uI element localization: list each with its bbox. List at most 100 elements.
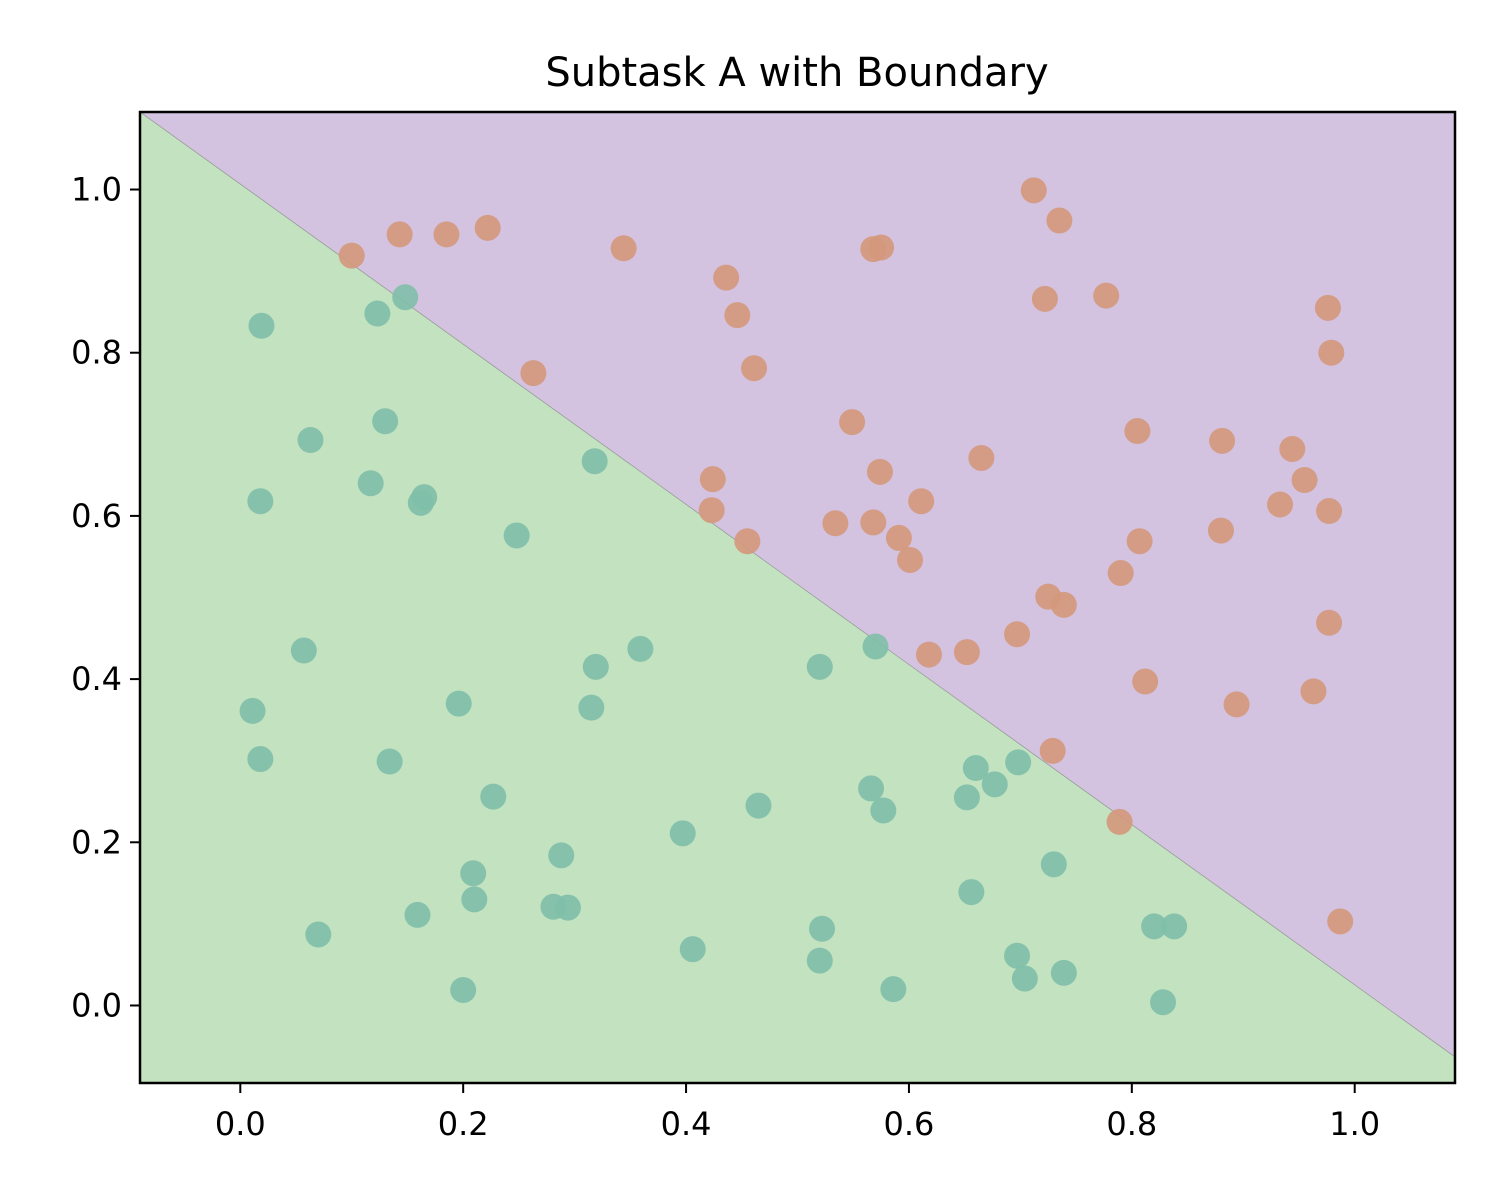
data-point bbox=[862, 633, 889, 660]
decision-boundary-line bbox=[140, 112, 1455, 1058]
data-point bbox=[376, 748, 403, 775]
data-point bbox=[809, 915, 836, 942]
x-tick-label: 0.4 bbox=[661, 1105, 712, 1143]
data-point bbox=[1020, 177, 1047, 204]
data-point bbox=[1046, 207, 1073, 234]
data-point bbox=[724, 302, 751, 329]
y-tick-label: 1.0 bbox=[71, 171, 122, 209]
data-point bbox=[968, 444, 995, 471]
x-tick-label: 0.0 bbox=[215, 1105, 266, 1143]
data-point bbox=[1031, 285, 1058, 312]
data-point bbox=[1107, 560, 1134, 587]
data-point bbox=[741, 355, 768, 382]
data-point bbox=[858, 775, 885, 802]
data-point bbox=[1161, 913, 1188, 940]
series-0 bbox=[239, 284, 1188, 1016]
data-point bbox=[1004, 942, 1031, 969]
data-point bbox=[1040, 851, 1067, 878]
data-point bbox=[866, 458, 893, 485]
data-point bbox=[897, 546, 924, 573]
data-point bbox=[503, 522, 530, 549]
y-tick-label: 0.2 bbox=[71, 823, 122, 861]
data-point bbox=[916, 641, 942, 668]
data-point bbox=[1327, 908, 1354, 935]
data-point bbox=[480, 783, 507, 810]
data-point bbox=[1093, 282, 1120, 309]
y-axis: 0.0 0.2 0.4 0.6 0.8 1.0 bbox=[71, 171, 140, 1024]
data-point bbox=[338, 242, 365, 269]
data-point bbox=[1267, 491, 1294, 518]
data-point bbox=[578, 694, 605, 721]
data-point bbox=[1314, 294, 1341, 321]
data-point bbox=[1209, 427, 1236, 454]
data-point bbox=[1300, 678, 1327, 705]
data-point bbox=[962, 755, 989, 782]
data-point bbox=[885, 524, 912, 551]
data-point bbox=[460, 860, 487, 887]
data-point bbox=[582, 653, 609, 680]
data-point bbox=[581, 448, 608, 475]
data-point bbox=[392, 284, 419, 311]
chart-title: Subtask A with Boundary bbox=[545, 50, 1048, 96]
data-point bbox=[239, 697, 266, 724]
data-point bbox=[958, 879, 985, 906]
data-point bbox=[520, 360, 547, 387]
region-below-boundary bbox=[140, 112, 1455, 1083]
data-point bbox=[868, 234, 895, 261]
data-point bbox=[860, 509, 887, 536]
data-point bbox=[822, 510, 849, 537]
data-point bbox=[411, 484, 438, 511]
y-tick-label: 0.4 bbox=[71, 660, 122, 698]
data-point bbox=[305, 921, 332, 948]
data-point bbox=[698, 497, 725, 524]
data-point bbox=[745, 792, 772, 819]
data-point bbox=[953, 639, 980, 666]
data-point bbox=[627, 635, 654, 662]
data-point bbox=[1316, 609, 1343, 636]
x-axis: 0.0 0.2 0.4 0.6 0.8 1.0 bbox=[215, 1083, 1380, 1143]
data-point bbox=[806, 653, 833, 680]
data-point bbox=[1132, 668, 1159, 695]
data-point bbox=[1039, 737, 1066, 764]
data-points bbox=[239, 177, 1354, 1016]
data-point bbox=[713, 264, 740, 291]
data-point bbox=[870, 797, 897, 824]
data-point bbox=[1005, 749, 1032, 776]
data-point bbox=[474, 214, 501, 241]
data-point bbox=[1004, 621, 1031, 648]
data-point bbox=[679, 936, 706, 963]
data-point bbox=[880, 976, 907, 1003]
data-point bbox=[1150, 989, 1177, 1016]
data-point bbox=[364, 300, 391, 327]
data-point bbox=[548, 842, 575, 869]
data-point bbox=[908, 488, 935, 515]
data-point bbox=[1207, 517, 1234, 544]
data-point bbox=[247, 746, 274, 773]
data-point bbox=[372, 408, 399, 435]
data-point bbox=[450, 976, 477, 1003]
data-point bbox=[357, 470, 384, 497]
data-point bbox=[839, 409, 866, 436]
x-tick-label: 0.2 bbox=[438, 1105, 489, 1143]
data-point bbox=[1050, 959, 1077, 986]
data-point bbox=[1318, 339, 1345, 366]
data-point bbox=[953, 784, 980, 811]
plot-frame bbox=[138, 110, 1457, 1085]
data-point bbox=[1291, 467, 1318, 494]
data-point bbox=[1050, 591, 1077, 618]
data-point bbox=[699, 466, 726, 493]
data-point bbox=[1223, 691, 1250, 718]
data-point bbox=[981, 771, 1008, 798]
x-tick-label: 0.8 bbox=[1106, 1105, 1157, 1143]
data-point bbox=[404, 901, 431, 928]
data-point bbox=[1126, 528, 1153, 555]
data-point bbox=[610, 235, 637, 262]
data-point bbox=[1279, 435, 1306, 462]
data-point bbox=[554, 894, 581, 921]
x-tick-label: 1.0 bbox=[1329, 1105, 1380, 1143]
y-tick-label: 0.8 bbox=[71, 334, 122, 372]
data-point bbox=[1011, 965, 1038, 992]
y-tick-label: 0.6 bbox=[71, 497, 122, 535]
data-point bbox=[1316, 498, 1343, 525]
y-tick-label: 0.0 bbox=[71, 986, 122, 1024]
